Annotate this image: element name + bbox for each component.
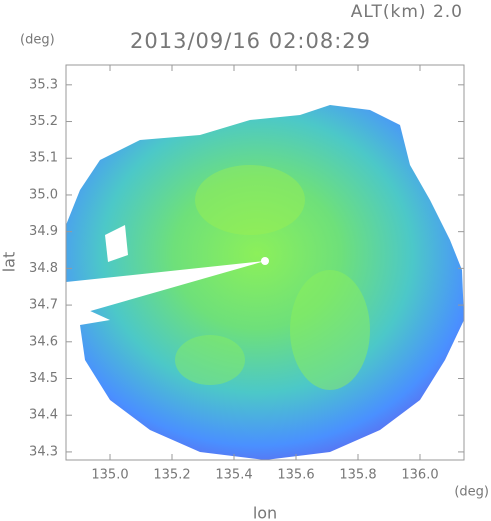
radar-site <box>261 257 269 265</box>
altitude-label: ALT(km) 2.0 <box>351 2 463 22</box>
blind-wedge <box>66 261 265 318</box>
chart-title: 2013/09/16 02:08:29 <box>130 29 371 53</box>
x-tick-label: 135.0 <box>91 468 128 483</box>
y-tick-label: 35.2 <box>29 114 58 129</box>
y-tick-label: 34.8 <box>29 261 58 276</box>
y-tick-label: 34.3 <box>29 444 58 459</box>
plot-frame <box>65 64 465 461</box>
x-axis-label: lon <box>253 504 277 521</box>
y-axis-label: lat <box>0 252 19 273</box>
y-unit: (deg) <box>20 33 55 48</box>
echo-cell <box>195 165 305 235</box>
y-tick-label: 34.9 <box>29 224 58 239</box>
x-tick-label: 136.0 <box>401 468 438 483</box>
y-tick-label: 34.7 <box>29 298 58 313</box>
echo-cell <box>290 270 370 390</box>
y-tick-label: 35.0 <box>29 187 58 202</box>
y-tick-label: 34.6 <box>29 334 58 349</box>
x-tick-label: 135.2 <box>153 468 190 483</box>
x-tick-label: 135.6 <box>277 468 314 483</box>
x-tick-label: 135.4 <box>215 468 252 483</box>
y-tick-label: 34.4 <box>29 408 58 423</box>
echo-gap <box>105 225 128 262</box>
echo-area <box>66 105 464 460</box>
y-tick-label: 35.3 <box>29 77 58 92</box>
x-tick-label: 135.8 <box>339 468 376 483</box>
y-tick-label: 35.1 <box>29 151 58 166</box>
radar-echo <box>66 105 464 460</box>
x-unit: (deg) <box>454 485 489 500</box>
y-tick-label: 34.5 <box>29 371 58 386</box>
echo-cell <box>175 335 245 385</box>
